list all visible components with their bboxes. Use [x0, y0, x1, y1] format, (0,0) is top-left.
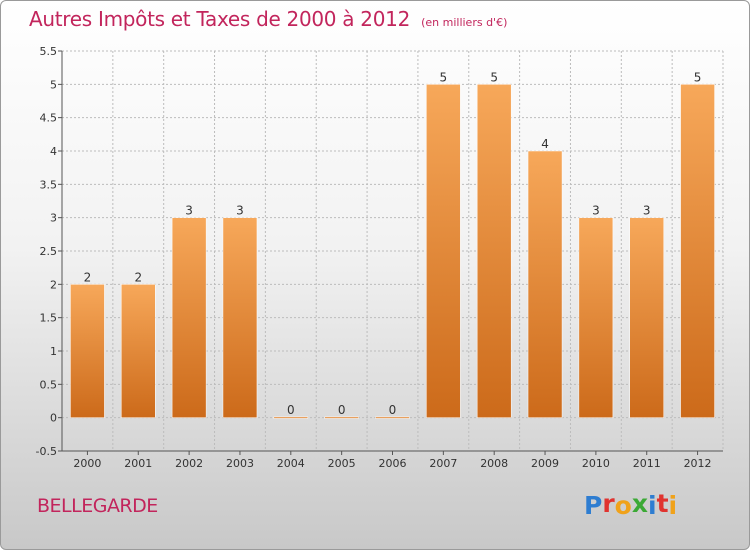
y-tick-label: 0.5	[40, 378, 58, 391]
logo-letter: i	[668, 491, 678, 520]
x-tick-label: 2011	[633, 457, 661, 470]
data-label: 3	[185, 204, 193, 218]
y-tick-label: 1.5	[40, 312, 58, 325]
bar	[324, 416, 359, 419]
labels: 2 2 3 3 0 0 0 5 5 4 3 3 5	[84, 70, 702, 417]
data-label: 2	[134, 270, 142, 284]
logo-letter: P	[584, 491, 603, 520]
y-tick-label: 4	[50, 145, 57, 158]
y-tick-label: 0	[50, 412, 57, 425]
chart-title-block: Autres Impôts et Taxes de 2000 à 2012 (e…	[29, 7, 507, 31]
y-tick-label: 2	[50, 278, 57, 291]
bar	[222, 217, 258, 418]
bar	[629, 217, 664, 418]
data-label: 2	[84, 270, 92, 284]
chart-title: Autres Impôts et Taxes de 2000 à 2012	[29, 7, 410, 31]
bar	[375, 416, 410, 419]
logo-letter: r	[602, 489, 615, 518]
y-tick-label: 5.5	[40, 45, 58, 58]
bar	[578, 217, 614, 418]
data-label: 3	[236, 204, 244, 218]
y-tick-label: 3	[50, 212, 57, 225]
data-label: 3	[592, 204, 600, 218]
bar	[70, 284, 105, 418]
commune-name: BELLEGARDE	[37, 495, 158, 517]
proxiti-logo: Proxiti	[584, 489, 678, 520]
x-tick-label: 2003	[226, 457, 254, 470]
x-tick-label: 2002	[175, 457, 203, 470]
bar	[171, 217, 207, 418]
grid-lines	[61, 50, 724, 452]
data-label: 0	[287, 403, 295, 417]
bar	[476, 84, 512, 418]
x-tick-label: 2009	[531, 457, 559, 470]
x-tick-label: 2006	[379, 457, 407, 470]
y-tick-label: 4.5	[40, 112, 58, 125]
y-tick-label: 1	[50, 345, 57, 358]
data-label: 5	[694, 70, 702, 84]
x-tick-label: 2008	[480, 457, 508, 470]
y-tick-label: -0.5	[36, 445, 57, 458]
data-label: 0	[338, 403, 346, 417]
x-tick-label: 2004	[277, 457, 305, 470]
y-tick-label: 3.5	[40, 178, 58, 191]
data-label: 5	[490, 70, 498, 84]
logo-letter: o	[614, 491, 632, 520]
logo-letter: x	[631, 489, 648, 518]
x-tick-label: 2010	[582, 457, 610, 470]
data-label: 0	[389, 403, 397, 417]
chart-subtitle: (en milliers d'€)	[421, 16, 508, 29]
x-tick-label: 2001	[124, 457, 152, 470]
x-tick-label: 2012	[684, 457, 712, 470]
data-label: 3	[643, 204, 651, 218]
y-tick-label: 2.5	[40, 245, 58, 258]
bars	[70, 84, 715, 419]
y-tick-label: 5	[50, 78, 57, 91]
logo-letter: t	[656, 489, 669, 518]
bar	[680, 84, 715, 418]
data-label: 4	[541, 137, 549, 151]
bar	[273, 416, 309, 419]
logo-letter: i	[648, 491, 657, 520]
x-tick-label: 2007	[429, 457, 457, 470]
bar	[426, 84, 461, 418]
bar	[121, 284, 156, 418]
x-tick-label: 2005	[328, 457, 356, 470]
x-tick-label: 2000	[73, 457, 101, 470]
data-label: 5	[440, 70, 448, 84]
bar	[527, 150, 563, 418]
